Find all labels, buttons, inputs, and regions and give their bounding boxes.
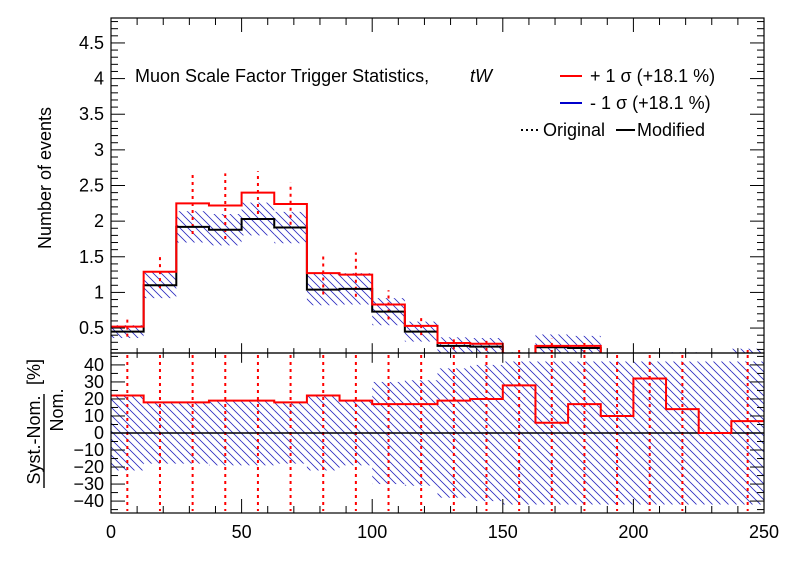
ratio-y-tick-label: 0	[94, 423, 104, 443]
chart-annotation: Muon Scale Factor Trigger Statistics,	[135, 66, 429, 86]
top-y-tick-label: 1.5	[79, 247, 104, 267]
x-tick-label: 150	[488, 522, 518, 542]
legend-label-modified: Modified	[637, 120, 705, 140]
ratio-y-tick-label: −10	[73, 440, 104, 460]
legend-label-minus: - 1 σ (+18.1 %)	[590, 93, 711, 113]
series-plus-1-sigma	[111, 191, 602, 353]
ratio-y-tick-label: 30	[84, 372, 104, 392]
stat-band-bin	[470, 338, 503, 353]
ratio-y-tick-label: −20	[73, 457, 104, 477]
x-tick-label: 50	[232, 522, 252, 542]
ratio-y-tick-label: 40	[84, 355, 104, 375]
top-y-tick-label: 4.5	[79, 33, 104, 53]
x-tick-label: 100	[357, 522, 387, 542]
top-y-tick-label: 3.5	[79, 104, 104, 124]
top-y-tick-label: 0.5	[79, 318, 104, 338]
top-y-axis: 0.5 1 1.5 2 2.5 3 3.5 4 4.5	[79, 21, 764, 350]
x-tick-label: 0	[106, 522, 116, 542]
top-panel: 0.5 1 1.5 2 2.5 3 3.5 4 4.5 Number of events Muo…	[35, 17, 765, 354]
ratio-series	[111, 377, 764, 434]
ratio-plus-1-sigma	[111, 377, 764, 434]
chart-annotation-text: Muon Scale Factor Trigger Statistics,	[135, 66, 429, 86]
ratio-y-tick-label: −30	[73, 474, 104, 494]
top-y-tick-label: 1	[94, 282, 104, 302]
top-y-tick-label: 2	[94, 211, 104, 231]
top-y-axis-title: Number of events	[35, 107, 55, 249]
legend-label-plus: + 1 σ (+18.1 %)	[590, 66, 715, 86]
x-tick-label: 200	[618, 522, 648, 542]
ratio-y-tick-label: −40	[73, 491, 104, 511]
legend-label-original: Original	[543, 120, 605, 140]
ratio-y-tick-label: 20	[84, 389, 104, 409]
ratio-ylabel-denominator: Nom.	[47, 388, 67, 431]
legend: + 1 σ (+18.1 %) - 1 σ (+18.1 %) Original…	[521, 66, 715, 140]
ratio-ylabel-numerator: Syst.-Nom.	[24, 395, 44, 484]
ratio-y-axis-title: Syst.-Nom. Nom. [%]	[24, 359, 67, 488]
top-y-tick-label: 2.5	[79, 176, 104, 196]
ratio-ylabel-unit: [%]	[24, 359, 44, 385]
x-tick-label: 250	[749, 522, 779, 542]
top-y-tick-label: 4	[94, 69, 104, 89]
top-y-tick-label: 3	[94, 140, 104, 160]
x-axis: 0 50 100 150 200 250	[106, 18, 779, 542]
chart-annotation-process: tW	[470, 66, 494, 86]
histogram-series	[111, 191, 602, 353]
ratio-y-tick-label: 10	[84, 406, 104, 426]
